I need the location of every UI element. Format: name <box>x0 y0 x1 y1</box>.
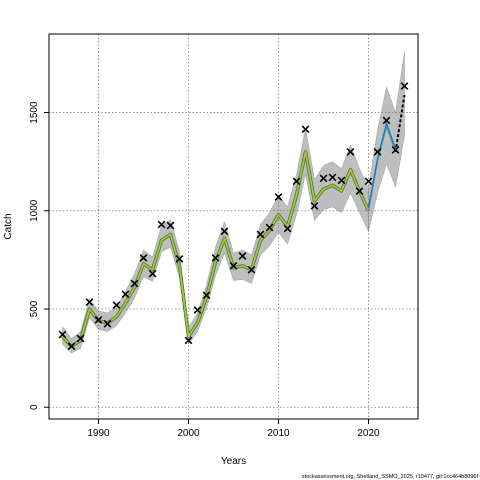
observed-point <box>211 254 220 262</box>
x-tick-label: 2000 <box>177 428 200 439</box>
observed-point <box>94 315 103 324</box>
footer-text: stockassessment.org, Shetland_SSMO_2025,… <box>302 474 479 480</box>
observed-point <box>310 202 319 210</box>
observed-point <box>301 125 310 134</box>
observed-point <box>157 220 166 229</box>
observed-point <box>202 291 211 300</box>
x-tick-label: 2020 <box>357 428 380 439</box>
plot-frame <box>48 33 419 420</box>
forecast-line-blue <box>367 121 397 208</box>
observed-point <box>130 279 139 288</box>
observed-point <box>337 176 346 185</box>
observed-point <box>283 224 292 233</box>
observed-point <box>328 173 337 182</box>
y-tick-label: 1000 <box>29 199 40 222</box>
observed-point <box>292 177 301 186</box>
observed-point <box>355 187 364 196</box>
observed-points-layer <box>58 82 409 351</box>
observed-point <box>265 223 274 232</box>
forecast-confidence-band <box>368 51 405 232</box>
observed-point <box>85 298 94 306</box>
observed-point <box>112 301 121 309</box>
observed-point <box>247 265 256 274</box>
observed-point <box>229 261 238 270</box>
y-tick-label: 500 <box>29 300 40 317</box>
observed-point <box>220 227 229 236</box>
observed-point <box>346 147 355 156</box>
y-tick-label: 0 <box>29 404 40 410</box>
observed-point <box>373 147 382 156</box>
fit-confidence-band <box>62 128 369 354</box>
fit-line-layer <box>61 94 406 348</box>
observed-point <box>76 334 85 343</box>
grid-layer <box>49 34 418 419</box>
observed-point <box>364 177 373 186</box>
observed-point <box>400 82 409 90</box>
observed-point <box>148 269 157 278</box>
fit-line <box>61 151 370 348</box>
x-axis-label: Years <box>221 456 246 467</box>
y-tick-label: 1500 <box>29 101 40 124</box>
observed-point <box>238 252 247 260</box>
observed-point <box>103 319 112 328</box>
x-tick-label: 1990 <box>87 428 110 439</box>
observed-point <box>121 290 130 299</box>
observed-point <box>175 255 184 263</box>
observed-point <box>184 336 193 345</box>
y-axis-label: Catch <box>3 213 14 239</box>
observed-point <box>391 146 400 154</box>
observed-point <box>256 230 265 239</box>
observed-point <box>382 116 391 125</box>
observed-point <box>166 221 175 230</box>
observed-point <box>67 342 76 351</box>
observed-point <box>58 330 67 339</box>
observed-point <box>139 254 148 262</box>
observed-point <box>274 193 283 201</box>
axis-layer: 1990 2000 2010 2020 0 500 1000 1500 <box>29 101 380 439</box>
observed-point <box>319 174 328 183</box>
observed-point <box>193 306 202 314</box>
x-tick-label: 2010 <box>267 428 290 439</box>
